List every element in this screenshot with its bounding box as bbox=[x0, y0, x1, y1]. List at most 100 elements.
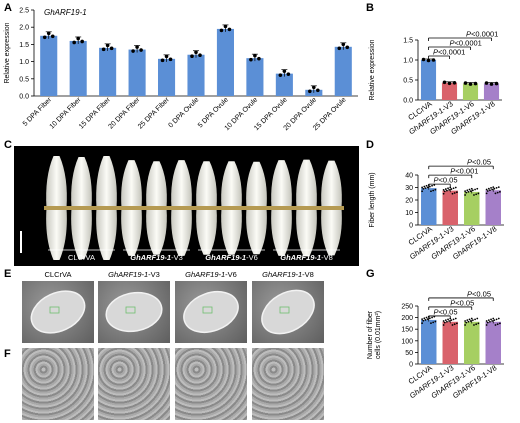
bar bbox=[441, 82, 458, 100]
fiber-bottom bbox=[146, 208, 167, 255]
data-point bbox=[442, 320, 445, 322]
fiber-length-photo: CLCrVA GhARF19-1-V3 GhARF19-1-V6 GhARF19-1-… bbox=[14, 146, 359, 266]
sem-surface-image bbox=[22, 348, 94, 420]
data-point bbox=[442, 188, 445, 191]
data-point bbox=[131, 49, 135, 53]
sample-box bbox=[202, 306, 213, 314]
sem-surface-image bbox=[252, 348, 324, 420]
data-point bbox=[452, 318, 455, 321]
data-point bbox=[469, 320, 472, 322]
data-point bbox=[249, 57, 253, 62]
data-point bbox=[494, 81, 499, 86]
y-tick-label: 1.5 bbox=[403, 38, 413, 45]
fiber-top bbox=[296, 159, 317, 208]
sem-label: GhARF19-1-V6 bbox=[175, 270, 247, 279]
y-axis-label-2: cells (0.01mm²) bbox=[375, 311, 382, 359]
y-tick-label: 0.0 bbox=[19, 94, 29, 101]
data-point bbox=[470, 317, 473, 320]
data-point bbox=[257, 56, 261, 61]
fiber-bottom bbox=[71, 208, 92, 259]
ovule-drawing bbox=[183, 290, 239, 334]
bar bbox=[128, 49, 146, 96]
data-point bbox=[451, 192, 454, 195]
data-point bbox=[421, 322, 424, 325]
data-point bbox=[485, 320, 488, 322]
data-point bbox=[443, 190, 446, 193]
fiber-top bbox=[46, 156, 67, 208]
data-point bbox=[485, 192, 488, 195]
data-point bbox=[452, 187, 455, 190]
data-point bbox=[467, 320, 470, 323]
seed-row bbox=[44, 206, 344, 210]
sample-box bbox=[279, 306, 290, 314]
data-point bbox=[476, 187, 479, 190]
data-point bbox=[476, 317, 479, 320]
ovule-shape bbox=[261, 289, 315, 335]
data-point bbox=[190, 54, 194, 59]
y-tick-label: 0.0 bbox=[403, 98, 413, 105]
data-point bbox=[312, 85, 316, 90]
data-point bbox=[495, 318, 498, 321]
sem-surface-image bbox=[175, 348, 247, 420]
data-point bbox=[433, 184, 436, 186]
data-point bbox=[485, 188, 488, 191]
data-point bbox=[425, 184, 428, 187]
data-point bbox=[467, 190, 470, 193]
data-point bbox=[487, 187, 490, 190]
data-point bbox=[475, 193, 478, 196]
data-point bbox=[473, 194, 475, 196]
fiber-top bbox=[221, 161, 242, 208]
data-point bbox=[253, 53, 257, 58]
data-point bbox=[421, 318, 424, 321]
fiber-bottom bbox=[321, 208, 342, 256]
panel-letter-e: E bbox=[4, 268, 12, 280]
data-point bbox=[452, 81, 457, 85]
data-point bbox=[464, 194, 467, 196]
y-tick-label: 200 bbox=[401, 315, 413, 322]
data-point bbox=[72, 40, 76, 45]
data-point bbox=[442, 80, 447, 85]
sem-label-gene: GhARF19-1 bbox=[185, 270, 226, 279]
bar bbox=[275, 73, 293, 96]
bar bbox=[216, 28, 234, 97]
fiber-bottom bbox=[246, 208, 267, 255]
group-label: CLCrVA bbox=[68, 253, 95, 262]
y-tick-label: 2.5 bbox=[19, 8, 29, 15]
significance-label: P<0.05 bbox=[434, 176, 458, 185]
y-axis-label: Number of fiber bbox=[367, 310, 374, 359]
data-point bbox=[223, 24, 228, 29]
data-point bbox=[493, 187, 496, 190]
data-point bbox=[464, 190, 467, 192]
data-point bbox=[424, 187, 427, 190]
data-point bbox=[463, 81, 468, 85]
data-point bbox=[444, 188, 447, 190]
ovule-shape bbox=[183, 290, 239, 334]
data-point bbox=[470, 187, 473, 190]
data-point bbox=[486, 190, 489, 192]
sem-label: CLCrVA bbox=[44, 270, 72, 279]
data-point bbox=[492, 317, 495, 320]
y-axis-label: Fiber length (mm) bbox=[369, 172, 376, 227]
bar bbox=[442, 190, 458, 225]
data-point bbox=[46, 31, 51, 36]
data-point bbox=[80, 39, 84, 44]
data-point bbox=[282, 69, 287, 73]
data-point bbox=[489, 320, 491, 323]
data-point bbox=[308, 89, 312, 94]
sample-box bbox=[49, 306, 60, 314]
data-point bbox=[454, 317, 457, 320]
data-point bbox=[447, 81, 452, 86]
data-point bbox=[428, 317, 431, 320]
bar bbox=[464, 321, 480, 364]
bar bbox=[246, 58, 264, 96]
data-point bbox=[473, 81, 478, 86]
sem-ovule-image bbox=[98, 281, 170, 343]
sem-label: GhARF19-1-V8 bbox=[252, 270, 324, 279]
data-point bbox=[423, 185, 426, 188]
data-point bbox=[219, 28, 224, 33]
bar bbox=[420, 60, 437, 100]
data-point bbox=[135, 45, 139, 49]
bar bbox=[187, 54, 205, 96]
sem-label-line: -V3 bbox=[148, 270, 160, 279]
